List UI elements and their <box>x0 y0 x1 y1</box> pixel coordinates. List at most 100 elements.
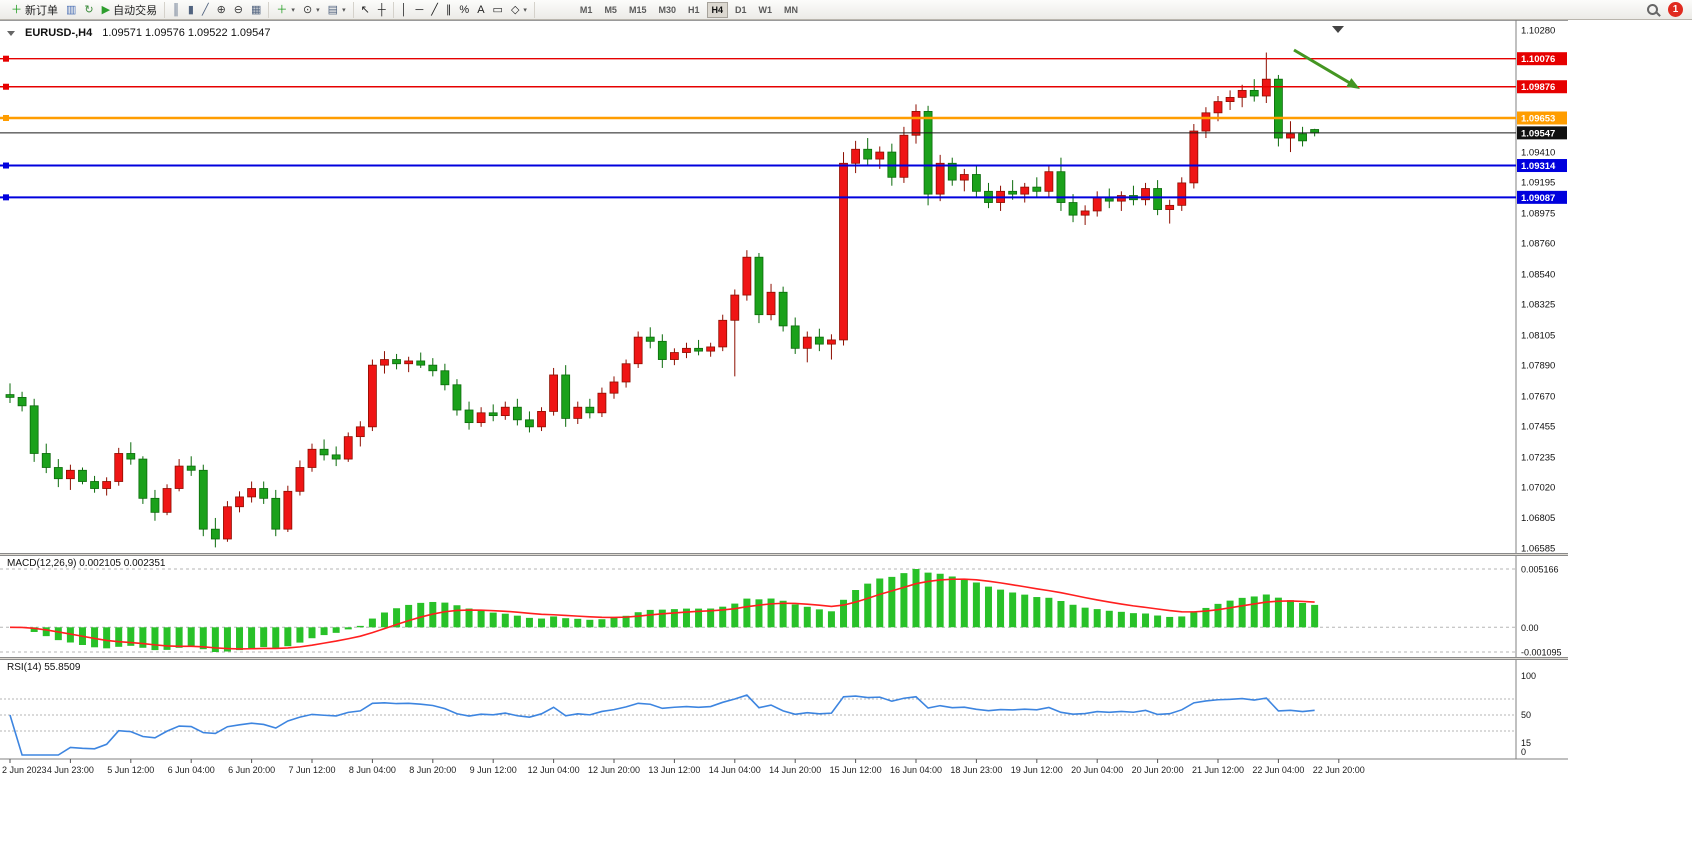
timeframe-m30-button[interactable]: M30 <box>658 4 676 15</box>
price-tag <box>1517 111 1567 125</box>
search-icon[interactable] <box>1647 4 1658 15</box>
chevron-down-icon: ▾ <box>316 6 320 14</box>
time-axis-label: 19 Jun 12:00 <box>1011 765 1063 775</box>
text-button[interactable]: A <box>474 1 487 18</box>
auto-refresh-button[interactable]: ↻ <box>81 1 96 18</box>
rsi-axis-label: 100 <box>1521 671 1536 681</box>
candle-body <box>778 291 788 327</box>
candle-body <box>1092 196 1102 212</box>
candle-body <box>367 364 377 428</box>
time-axis-label: 13 Jun 12:00 <box>648 765 700 775</box>
price-axis-label: 1.08540 <box>1521 270 1555 281</box>
notification-badge[interactable]: 1 <box>1668 2 1683 17</box>
timeframe-m1-button[interactable]: M1 <box>579 4 593 15</box>
rsi-line <box>9 694 1315 756</box>
hline-handle[interactable] <box>3 162 9 169</box>
fibonacci-button[interactable]: % <box>456 1 472 18</box>
price-axis: 1.10280 1.09410 1.09195 1.08975 1.08760 1.085… <box>1521 26 1555 555</box>
toolbar-group: ＋ ▾ ⊙ ▾ ▤ ▾ <box>269 1 354 18</box>
toolbar-right: 1 <box>1647 2 1688 17</box>
candle-body <box>271 497 281 530</box>
hline-handle[interactable] <box>3 115 9 121</box>
bars-chart-icon: ║ <box>172 3 180 16</box>
chevron-down-icon: ▾ <box>342 6 346 14</box>
timeframe-w1-button[interactable]: W1 <box>758 4 773 15</box>
horizontal-line-button[interactable]: ─ <box>412 1 426 18</box>
new-order-button[interactable]: ＋新订单 <box>8 1 61 18</box>
candle-body <box>851 148 860 164</box>
tile-windows-button[interactable]: ▦ <box>248 1 264 18</box>
cursor-button[interactable]: ↖ <box>358 1 373 18</box>
panel-separator[interactable] <box>0 657 1568 660</box>
candle-body <box>355 426 365 438</box>
candle-body <box>525 419 534 428</box>
candle-body <box>512 406 522 421</box>
chart-profiles-button[interactable]: ▥ <box>63 1 79 18</box>
chart-canvas[interactable]: 1.10280 1.09410 1.09195 1.08975 1.08760 1.085… <box>0 20 1568 782</box>
trendline-button[interactable]: ╱ <box>428 1 441 18</box>
candle-body <box>766 291 776 316</box>
crosshair-button[interactable]: ┼ <box>375 1 389 18</box>
equidistant-channel-icon: ∥ <box>445 3 452 16</box>
candle-body <box>150 497 160 513</box>
price-axis-label: 1.08760 <box>1521 239 1555 250</box>
zoom-in-button[interactable]: ⊕ <box>214 1 229 18</box>
time-axis-label: 4 Jun 23:00 <box>47 765 94 775</box>
candle-body <box>1044 171 1054 192</box>
price-tag <box>1517 80 1567 94</box>
shapes-button[interactable]: ◇ ▾ <box>508 1 530 18</box>
candle-body <box>500 406 510 417</box>
candle-body <box>126 453 136 460</box>
periods-button[interactable]: ⊙ ▾ <box>300 1 323 18</box>
candle-body <box>307 448 317 468</box>
candle-body <box>452 384 462 411</box>
text-label-button[interactable]: ▭ <box>490 1 506 18</box>
time-axis-label: 21 Jun 12:00 <box>1192 765 1244 775</box>
timeframe-h4-button[interactable]: H4 <box>706 1 729 18</box>
time-axis-label: 15 Jun 12:00 <box>830 765 882 775</box>
candle-body <box>1177 182 1187 206</box>
candle-body <box>476 412 486 424</box>
templates-button[interactable]: ▤ ▾ <box>325 1 349 18</box>
timeframe-group: M1 M5 M15 M30 H1 H4 D1 W1 MN <box>571 1 807 18</box>
zoom-out-button[interactable]: ⊖ <box>231 1 246 18</box>
price-tag-label: 1.09547 <box>1521 128 1555 139</box>
price-axis-label: 1.09195 <box>1521 178 1555 189</box>
toolbar-group: ║ ▮ ╱ ⊕ ⊖ ▦ <box>165 1 270 18</box>
hline-handle[interactable] <box>3 55 9 62</box>
bars-chart-button[interactable]: ║ <box>169 1 183 18</box>
chart-shift-marker[interactable] <box>1332 26 1344 33</box>
zoom-in-icon: ⊕ <box>216 3 226 16</box>
price-axis-label: 1.07020 <box>1521 483 1555 494</box>
equidistant-channel-button[interactable]: ∥ <box>443 1 455 18</box>
candle-body <box>404 360 414 365</box>
chevron-down-icon: ▾ <box>523 6 527 14</box>
trend-arrow[interactable] <box>1293 48 1355 87</box>
line-chart-button[interactable]: ╱ <box>199 1 212 18</box>
new-order-label: 新订单 <box>25 4 58 17</box>
hline-handle[interactable] <box>3 194 9 201</box>
time-axis-label: 9 Jun 12:00 <box>470 765 517 775</box>
candlestick-chart-button[interactable]: ▮ <box>185 1 197 18</box>
candle-body <box>923 111 933 195</box>
candle-body <box>706 346 716 352</box>
one-click-trading-collapse-icon[interactable] <box>7 30 15 36</box>
timeframe-h1-button[interactable]: H1 <box>687 4 700 15</box>
macd-axis-label: 0.00 <box>1521 623 1539 633</box>
autotrading-button[interactable]: ▶ 自动交易 <box>99 1 160 18</box>
time-axis-label: 2 Jun 2023 <box>2 765 47 775</box>
candle-body <box>1201 112 1211 132</box>
price-tag-label: 1.09653 <box>1521 114 1555 125</box>
indicators-button[interactable]: ＋ ▾ <box>273 1 298 18</box>
periods-icon: ⊙ <box>302 3 313 16</box>
rsi-axis-label: 50 <box>1521 710 1531 720</box>
timeframe-mn-button[interactable]: MN <box>784 4 799 15</box>
timeframe-m15-button[interactable]: M15 <box>628 4 647 15</box>
panel-separator[interactable] <box>0 553 1568 556</box>
vertical-line-button[interactable]: │ <box>398 1 411 18</box>
candle-body <box>1225 96 1235 102</box>
timeframe-m5-button[interactable]: M5 <box>604 4 617 15</box>
timeframe-d1-button[interactable]: D1 <box>735 4 747 15</box>
hline-handle[interactable] <box>3 83 9 90</box>
time-axis-label: 5 Jun 12:00 <box>107 765 154 775</box>
